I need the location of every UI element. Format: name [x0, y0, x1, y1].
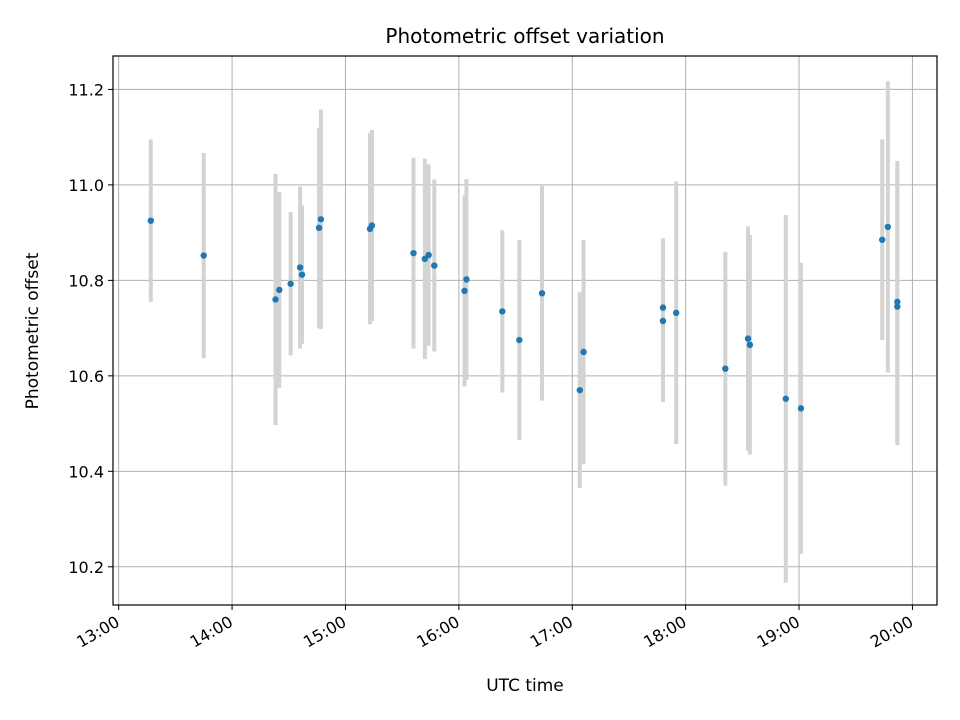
data-point	[538, 290, 546, 297]
y-tick-label: 10.6	[68, 367, 104, 386]
data-point	[461, 287, 468, 295]
data-point	[797, 405, 805, 412]
y-tick-label: 11.2	[68, 80, 104, 99]
data-point	[147, 217, 154, 224]
data-point	[317, 216, 325, 223]
data-point	[782, 395, 790, 402]
data-point	[659, 304, 667, 311]
data-point	[463, 276, 470, 283]
data-point	[298, 271, 306, 278]
data-point	[746, 341, 754, 349]
y-axis: 10.2 10.4 10.6 10.8 11.0 11.2	[68, 80, 113, 577]
plot-frame	[112, 55, 938, 606]
data-point	[672, 309, 680, 317]
y-tick-label: 10.4	[68, 462, 104, 481]
data-points	[147, 216, 901, 412]
data-point	[744, 335, 752, 342]
data-point	[576, 386, 584, 394]
data-point	[368, 222, 376, 229]
data-point	[315, 224, 323, 232]
data-point	[580, 348, 587, 356]
data-point	[276, 286, 283, 294]
data-point	[722, 365, 729, 372]
data-point	[272, 296, 279, 303]
data-point	[516, 336, 523, 344]
y-tick-label: 11.0	[68, 176, 104, 195]
grid	[113, 56, 937, 605]
x-axis-label: UTC time	[486, 676, 564, 696]
data-point	[878, 236, 886, 243]
data-point	[894, 298, 901, 306]
data-point	[425, 251, 432, 259]
y-tick-label: 10.2	[68, 558, 104, 577]
data-point	[200, 252, 207, 259]
data-point	[499, 308, 506, 315]
chart-title: Photometric offset variation	[385, 24, 664, 48]
y-axis-label: Photometric offset	[23, 252, 43, 409]
data-point	[296, 264, 304, 271]
data-point	[431, 262, 438, 269]
y-tick-label: 10.8	[68, 271, 104, 290]
data-point	[659, 317, 667, 325]
data-point	[287, 280, 294, 287]
data-point	[884, 223, 892, 231]
data-point	[410, 249, 417, 257]
data-point	[894, 303, 901, 310]
